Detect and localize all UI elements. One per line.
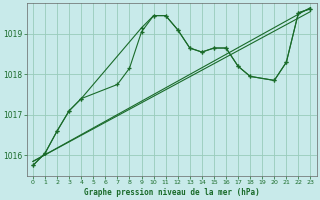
X-axis label: Graphe pression niveau de la mer (hPa): Graphe pression niveau de la mer (hPa) (84, 188, 260, 197)
